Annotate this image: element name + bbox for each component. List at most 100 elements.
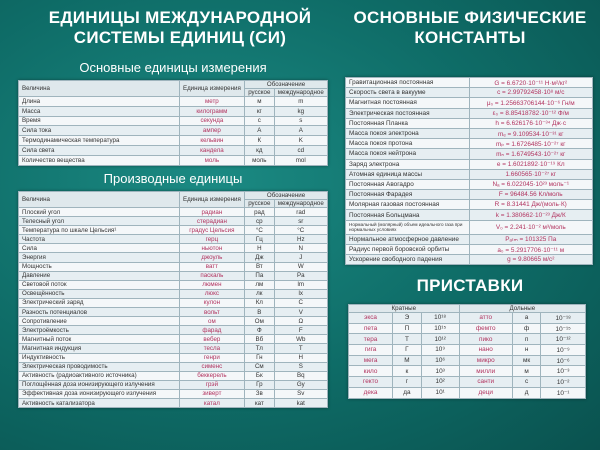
constant-name: Постоянная Планка xyxy=(345,117,470,129)
quantity-name: Электрическая проводимость xyxy=(18,361,180,372)
header-row: Величина Единица измерения Обозначение xyxy=(18,191,328,208)
table-row: Телесный угол стерадиан ср sr xyxy=(18,216,329,227)
header-unit: Единица измерения xyxy=(178,80,246,97)
symbol-russian: ср xyxy=(244,216,275,227)
constant-name: Масса покоя нейтрона xyxy=(345,148,470,160)
constant-name: Радиус первой боровской орбиты xyxy=(345,243,470,256)
symbol-russian: лм xyxy=(244,279,275,290)
quantity-name: Давление xyxy=(18,270,180,281)
quantity-name: Сила xyxy=(18,243,180,254)
symbol-international: C xyxy=(273,297,329,309)
unit-name: сименс xyxy=(178,361,246,372)
table-row: Магнитная индукция тесла Тл T xyxy=(18,343,329,354)
base-units-title: Основные единицы измерения xyxy=(79,60,267,75)
quantity-name: Эффективная доза ионизирующего излучения xyxy=(18,388,180,399)
quantity-name: Масса xyxy=(18,105,180,117)
table-row: Сила света кандела кд cd xyxy=(18,144,329,156)
unit-name: ом xyxy=(178,316,246,327)
symbol-international: Hz xyxy=(273,234,329,245)
prefix-factor: 10⁶ xyxy=(420,354,460,367)
header-designation: Обозначение xyxy=(244,80,328,89)
quantity-name: Время xyxy=(18,115,180,127)
prefix-name: деци xyxy=(458,386,513,399)
quantity-name: Температура по шкале Цельсия¹ xyxy=(18,225,180,236)
symbol-international: F xyxy=(273,325,329,336)
symbol-international: A xyxy=(273,125,329,137)
symbol-international: Pa xyxy=(273,270,329,281)
table-row: Температура по шкале Цельсия¹ градус Цель… xyxy=(18,225,329,236)
unit-name: герц xyxy=(178,234,246,245)
unit-name: кельвин xyxy=(178,135,246,146)
symbol-russian: рад xyxy=(244,206,275,218)
table-row: Давление паскаль Па Pa xyxy=(18,270,329,281)
constant-name: Масса покоя электрона xyxy=(345,127,470,140)
unit-name: метр xyxy=(178,96,246,107)
prefix-row: гига Г 10⁹ нано н 10⁻⁹ xyxy=(347,344,586,356)
constant-row: Масса покоя нейтрона mₙ = 1.6749543·10⁻²⁷… xyxy=(345,148,593,160)
table-row: Плоский угол радиан рад rad xyxy=(18,206,329,218)
quantity-name: Мощность xyxy=(18,261,180,272)
table-row: Сила тока ампер А A xyxy=(18,125,329,137)
constant-row: Постоянная Больцмана k = 1.380662·10⁻²³ Д… xyxy=(345,209,593,221)
header-quantity: Величина xyxy=(18,191,180,208)
symbol-international: lm xyxy=(273,279,329,290)
prefix-factor: 10⁻¹² xyxy=(540,333,586,346)
prefix-factor: 10¹ xyxy=(420,386,460,399)
constant-name: Нормальный (молярный) объем идеального г… xyxy=(345,219,470,235)
prefix-factor: 10⁻¹ xyxy=(540,386,586,399)
prefix-name: гекто xyxy=(347,376,394,388)
unit-name: ампер xyxy=(178,125,246,137)
prefix-factor: 10⁹ xyxy=(420,344,460,356)
prefix-name: милли xyxy=(458,365,513,378)
constant-value: ε₀ = 8.85418782·10⁻¹² Ф/м xyxy=(468,107,593,119)
constant-name: Магнитная постоянная xyxy=(345,97,470,109)
quantity-name: Активность (радиоактивного источника) xyxy=(18,370,180,381)
symbol-russian: Гн xyxy=(244,352,275,363)
table-row: Количество вещества моль моль mol xyxy=(18,154,329,166)
unit-name: тесла xyxy=(178,343,246,354)
constant-name: Гравитационная постоянная xyxy=(345,76,470,89)
quantity-name: Плоский угол xyxy=(18,206,180,218)
constant-name: Молярная газовая постоянная xyxy=(345,199,470,211)
quantity-name: Индуктивность xyxy=(18,352,180,363)
symbol-russian: Тл xyxy=(244,343,275,354)
table-row: Частота герц Гц Hz xyxy=(18,234,329,245)
symbol-russian: Бк xyxy=(244,370,275,381)
table-row: Магнитный поток вебер Вб Wb xyxy=(18,334,329,345)
prefix-name: пета xyxy=(347,322,394,335)
prefix-factor: 10⁻³ xyxy=(540,365,586,378)
header-russian: русское xyxy=(244,199,275,208)
quantity-name: Электроёмкость xyxy=(18,325,180,336)
prefix-factor: 10² xyxy=(420,376,460,388)
unit-name: зиверт xyxy=(178,388,246,399)
unit-name: кандела xyxy=(178,144,246,156)
symbol-russian: кд xyxy=(244,144,275,156)
prefix-symbol: д xyxy=(511,386,542,399)
quantity-name: Сила света xyxy=(18,144,180,156)
header-row: Кратные Дольные xyxy=(348,304,587,313)
symbol-russian: Вт xyxy=(244,261,275,272)
prefix-symbol: г xyxy=(392,376,422,388)
constant-value: 1.660565·10⁻²⁷ кг xyxy=(468,168,593,180)
symbol-russian: моль xyxy=(244,154,275,166)
header-row: Величина Единица измерения Обозначение xyxy=(18,80,328,97)
symbol-international: W xyxy=(273,261,329,272)
title-line: ОСНОВНЫЕ ФИЗИЧЕСКИЕ xyxy=(353,8,587,27)
quantity-name: Сила тока xyxy=(18,125,180,137)
prefix-row: тера Т 10¹² пико п 10⁻¹² xyxy=(347,333,586,346)
symbol-russian: Гц xyxy=(244,234,275,245)
constant-row: Атомная единица массы 1.660565·10⁻²⁷ кг xyxy=(345,168,593,180)
unit-name: кулон xyxy=(178,297,246,309)
quantity-name: Электрический заряд xyxy=(18,297,180,309)
constant-row: Масса покоя протона mₚ = 1.6726485·10⁻²⁷ … xyxy=(345,138,593,150)
prefix-symbol: Э xyxy=(392,312,422,324)
quantity-name: Длина xyxy=(18,96,180,107)
prefix-row: пета П 10¹⁵ фемто ф 10⁻¹⁵ xyxy=(347,322,586,335)
header-international: международное xyxy=(273,88,329,97)
prefix-factor: 10³ xyxy=(420,365,460,378)
constant-value: a₀ = 5.2917706·10⁻¹¹ м xyxy=(468,243,593,256)
prefix-symbol: мк xyxy=(511,354,542,367)
symbol-international: m xyxy=(273,96,329,107)
prefix-symbol: П xyxy=(392,322,422,335)
prefixes-title: ПРИСТАВКИ xyxy=(416,276,524,295)
